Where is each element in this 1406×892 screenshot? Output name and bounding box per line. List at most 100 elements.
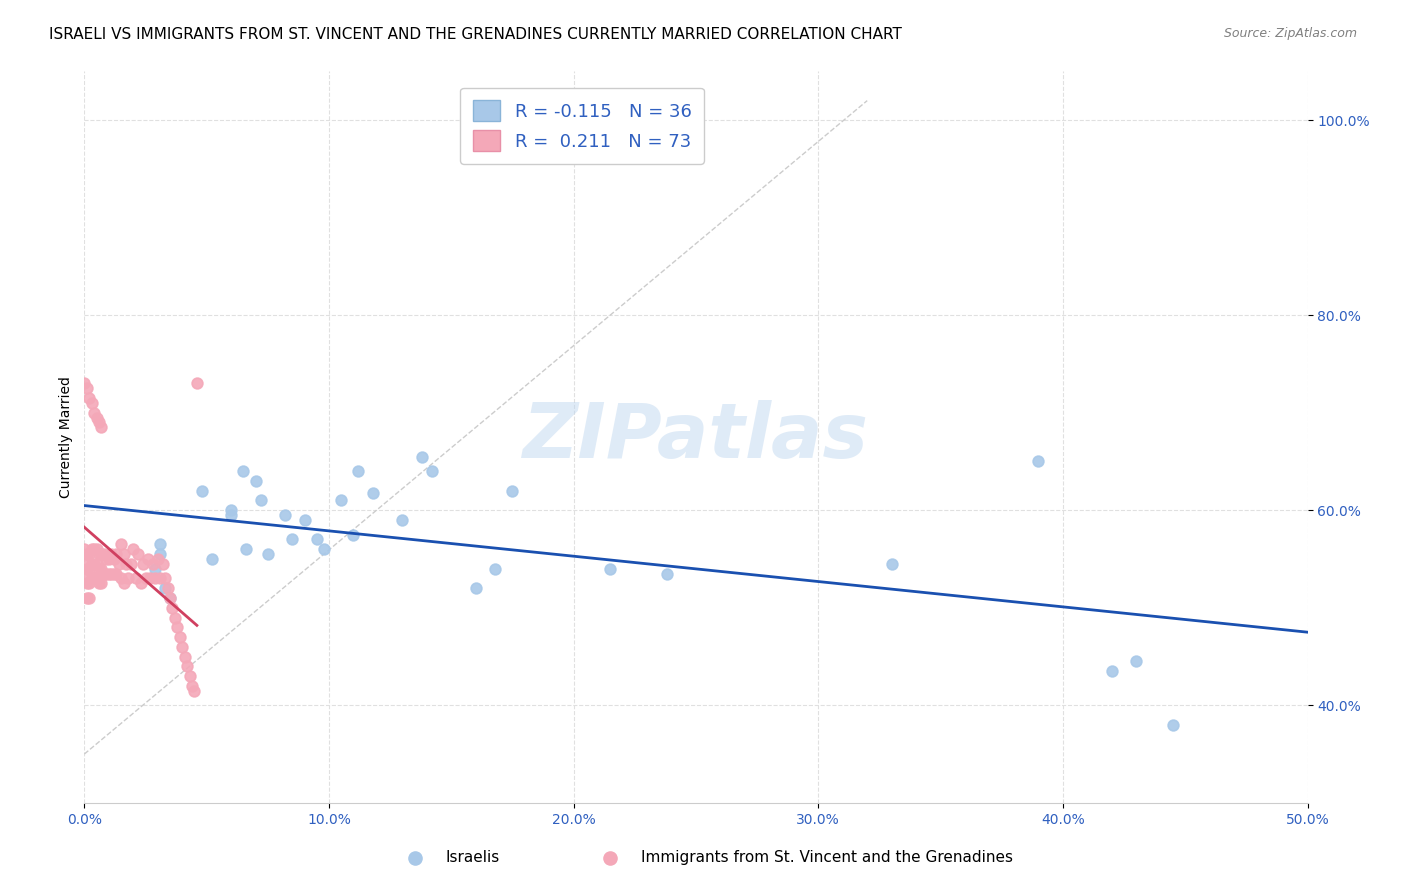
Point: [484, 562, 506, 576]
Point: [169, 630, 191, 644]
Point: [77, 591, 100, 605]
Point: [77, 547, 100, 561]
Point: [257, 547, 280, 561]
Point: [110, 537, 132, 551]
Point: [235, 542, 257, 557]
Point: [86, 542, 108, 557]
Point: [76, 562, 98, 576]
Text: Immigrants from St. Vincent and the Grenadines: Immigrants from St. Vincent and the Gren…: [641, 850, 1012, 865]
Point: [86, 572, 108, 586]
Point: [122, 542, 145, 557]
Point: [93, 566, 115, 581]
Point: [83, 572, 105, 586]
Point: [599, 562, 621, 576]
Point: [181, 679, 204, 693]
Point: [80, 542, 103, 557]
Point: [1161, 718, 1184, 732]
Point: [87, 547, 110, 561]
Point: [149, 572, 172, 586]
Point: [191, 483, 214, 498]
Point: [90, 562, 112, 576]
Point: [179, 669, 201, 683]
Point: [132, 557, 155, 571]
Point: [76, 381, 98, 395]
Point: [200, 552, 222, 566]
Text: ISRAELI VS IMMIGRANTS FROM ST. VINCENT AND THE GRENADINES CURRENTLY MARRIED CORR: ISRAELI VS IMMIGRANTS FROM ST. VINCENT A…: [49, 27, 903, 42]
Point: [1028, 454, 1050, 468]
Text: Israelis: Israelis: [446, 850, 499, 865]
Text: Source: ZipAtlas.com: Source: ZipAtlas.com: [1223, 27, 1357, 40]
Point: [152, 557, 174, 571]
Point: [83, 542, 105, 557]
Point: [139, 572, 162, 586]
Point: [143, 572, 166, 586]
Point: [464, 581, 486, 595]
Point: [77, 576, 100, 591]
Point: [112, 547, 135, 561]
Point: [186, 376, 208, 391]
Point: [105, 547, 128, 561]
Point: [93, 547, 115, 561]
Point: [219, 503, 242, 517]
Point: [172, 640, 194, 654]
Point: [136, 552, 159, 566]
Point: [83, 557, 105, 571]
Point: [107, 557, 129, 571]
Point: [502, 483, 524, 498]
Point: [159, 591, 181, 605]
Point: [76, 591, 98, 605]
Point: [80, 396, 103, 410]
Point: [391, 513, 413, 527]
Point: [100, 547, 122, 561]
Point: [90, 420, 112, 434]
Point: [166, 620, 188, 634]
Point: [77, 562, 100, 576]
Point: [183, 683, 205, 698]
Point: [90, 547, 112, 561]
Point: [73, 376, 96, 391]
Point: [1101, 664, 1123, 678]
Point: [146, 552, 169, 566]
Point: [245, 474, 267, 488]
Point: [86, 410, 108, 425]
Point: [314, 542, 336, 557]
Point: [655, 566, 678, 581]
Point: [163, 610, 186, 624]
Point: [76, 547, 98, 561]
Point: [80, 572, 103, 586]
Point: [83, 406, 105, 420]
Point: [420, 464, 443, 478]
Point: [305, 533, 328, 547]
Point: [105, 566, 128, 581]
Point: [96, 566, 118, 581]
Point: [77, 391, 100, 405]
Point: [100, 566, 122, 581]
Point: [249, 493, 271, 508]
Point: [97, 552, 120, 566]
Point: [103, 566, 125, 581]
Point: [135, 572, 157, 586]
Point: [347, 464, 370, 478]
Point: [173, 649, 195, 664]
Point: [330, 493, 353, 508]
Point: [110, 572, 132, 586]
Legend: R = -0.115   N = 36, R =  0.211   N = 73: R = -0.115 N = 36, R = 0.211 N = 73: [460, 87, 704, 164]
Point: [274, 508, 297, 522]
Point: [115, 557, 138, 571]
Point: [97, 566, 120, 581]
Point: [411, 450, 433, 464]
Point: [232, 464, 254, 478]
Point: [117, 572, 139, 586]
Text: ZIPatlas: ZIPatlas: [523, 401, 869, 474]
Point: [219, 508, 242, 522]
Point: [149, 537, 172, 551]
Point: [153, 572, 176, 586]
Point: [1125, 654, 1147, 668]
Point: [143, 562, 166, 576]
Point: [103, 552, 125, 566]
Point: [90, 576, 112, 591]
Point: [149, 547, 172, 561]
Point: [159, 591, 181, 605]
Point: [156, 581, 179, 595]
Point: [125, 572, 148, 586]
